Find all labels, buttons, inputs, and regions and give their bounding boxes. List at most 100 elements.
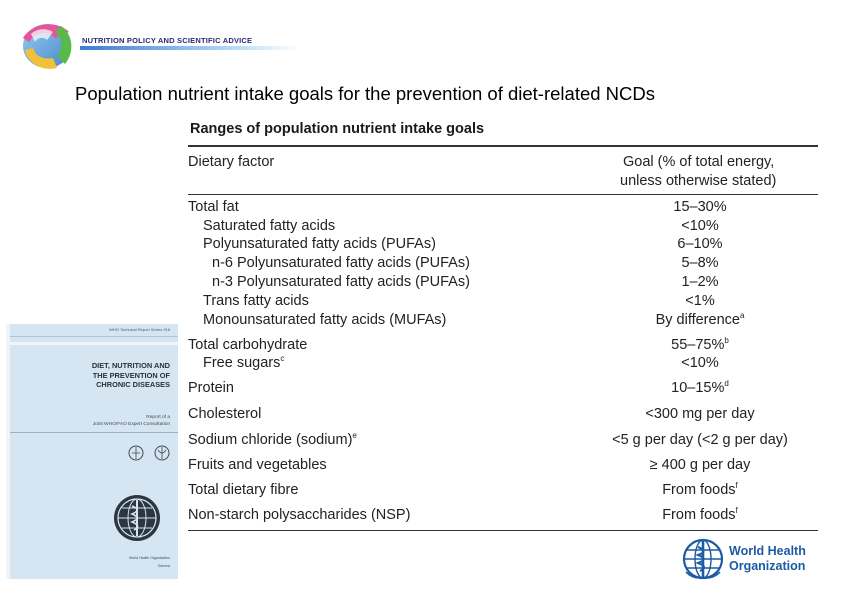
- dietary-factor-cell: n-6 Polyunsaturated fatty acids (PUFAs): [212, 255, 470, 271]
- footnote-marker: e: [352, 431, 357, 441]
- goal-text: <1%: [685, 293, 715, 309]
- table-row: Cholesterol <300 mg per day: [188, 406, 818, 426]
- goal-text: From foods: [662, 482, 736, 498]
- footnote-marker: a: [739, 311, 745, 321]
- dietary-factor-text: Polyunsaturated fatty acids (PUFAs): [203, 236, 436, 252]
- table-top-rule: [188, 145, 818, 147]
- dietary-factor-cell: n-3 Polyunsaturated fatty acids (PUFAs): [212, 274, 470, 290]
- table-row: Saturated fatty acids <10%: [188, 218, 818, 238]
- table-header-rule: [188, 194, 818, 195]
- dietary-factor-cell: Sodium chloride (sodium)e: [188, 432, 357, 448]
- goal-text: <5 g per day (<2 g per day): [612, 432, 788, 448]
- cover-who-emblem: [110, 492, 164, 549]
- table-row: n-6 Polyunsaturated fatty acids (PUFAs) 5…: [188, 255, 818, 275]
- table-row: Protein 10–15%d: [188, 380, 818, 400]
- cover-page-edge: [6, 324, 10, 579]
- dietary-factor-text: Cholesterol: [188, 406, 262, 422]
- table-row: Total fat 15–30%: [188, 199, 818, 219]
- goal-cell: 6–10%: [610, 236, 790, 252]
- goal-cell: <10%: [610, 355, 790, 371]
- cover-divider: [10, 432, 178, 433]
- table-row: Free sugarsc <10%: [188, 355, 818, 375]
- dietary-factor-text: Fruits and vegetables: [188, 457, 327, 473]
- dietary-factor-cell: Trans fatty acids: [203, 293, 309, 309]
- table-row: Total dietary fibre From foodsf: [188, 482, 818, 502]
- footnote-marker: f: [735, 481, 738, 491]
- table-row: n-3 Polyunsaturated fatty acids (PUFAs) 1…: [188, 274, 818, 294]
- table-bottom-rule: [188, 530, 818, 531]
- goal-text: 1–2%: [681, 274, 719, 290]
- table-row: Total carbohydrate 55–75%b: [188, 337, 818, 357]
- goal-cell: 1–2%: [610, 274, 790, 290]
- banner-text: NUTRITION POLICY AND SCIENTIFIC ADVICE: [82, 36, 253, 45]
- dietary-factor-text: Saturated fatty acids: [203, 218, 336, 234]
- cover-subtitle: Report of a Joint WHO/FAO Expert Consult…: [20, 414, 170, 428]
- cover-band: [10, 342, 178, 345]
- goal-cell: <5 g per day (<2 g per day): [610, 432, 790, 448]
- table-row: Polyunsaturated fatty acids (PUFAs) 6–10%: [188, 236, 818, 256]
- goal-text: ≥ 400 g per day: [649, 457, 751, 473]
- column-header-goal-note: unless otherwise stated): [620, 173, 777, 189]
- goal-text: <300 mg per day: [645, 406, 755, 422]
- goal-text: 10–15%: [671, 380, 725, 396]
- dietary-factor-text: Free sugars: [203, 355, 281, 371]
- cover-title: DIET, NUTRITION AND THE PREVENTION OF CH…: [30, 361, 170, 390]
- goal-cell: From foodsf: [610, 482, 790, 498]
- goal-cell: ≥ 400 g per day: [610, 457, 790, 473]
- table-row: Non-starch polysaccharides (NSP) From foo…: [188, 507, 818, 527]
- dietary-factor-text: Total carbohydrate: [188, 337, 308, 353]
- dietary-factor-cell: Free sugarsc: [203, 355, 284, 371]
- dietary-factor-cell: Total carbohydrate: [188, 337, 307, 353]
- footnote-marker: b: [724, 336, 729, 346]
- goal-cell: <1%: [610, 293, 790, 309]
- goal-text: 55–75%: [671, 337, 725, 353]
- dietary-factor-text: Monounsaturated fatty acids (MUFAs): [203, 312, 447, 328]
- nutrition-logo: [17, 16, 77, 74]
- dietary-factor-cell: Fruits and vegetables: [188, 457, 327, 473]
- dietary-factor-text: Sodium chloride (sodium): [188, 432, 353, 448]
- who-name-line1: World Health: [729, 544, 806, 558]
- banner-bar: [80, 46, 300, 50]
- dietary-factor-cell: Total fat: [188, 199, 239, 215]
- dietary-factor-cell: Polyunsaturated fatty acids (PUFAs): [203, 236, 436, 252]
- footnote-marker: d: [724, 379, 729, 389]
- goal-cell: 15–30%: [610, 199, 790, 215]
- dietary-factor-text: Non-starch polysaccharides (NSP): [188, 507, 411, 523]
- goal-cell: From foodsf: [610, 507, 790, 523]
- table-row: Monounsaturated fatty acids (MUFAs) By di…: [188, 312, 818, 332]
- table-row: Fruits and vegetables ≥ 400 g per day: [188, 457, 818, 477]
- goal-cell: <10%: [610, 218, 790, 234]
- who-name-line2: Organization: [729, 559, 806, 573]
- table-row: Sodium chloride (sodium)e <5 g per day (<…: [188, 432, 818, 452]
- dietary-factor-text: Protein: [188, 380, 234, 396]
- who-name: World Health Organization: [729, 544, 806, 574]
- goal-text: By difference: [655, 312, 740, 328]
- cover-subtitle-line: Report of a: [146, 415, 170, 420]
- intake-goals-table: Ranges of population nutrient intake goa…: [188, 0, 818, 596]
- dietary-factor-text: Total dietary fibre: [188, 482, 299, 498]
- dietary-factor-cell: Saturated fatty acids: [203, 218, 335, 234]
- dietary-factor-cell: Cholesterol: [188, 406, 261, 422]
- goal-cell: <300 mg per day: [610, 406, 790, 422]
- cover-emblems: [128, 444, 172, 467]
- goal-cell: 55–75%b: [610, 337, 790, 353]
- goal-cell: 10–15%d: [610, 380, 790, 396]
- table-title: Ranges of population nutrient intake goa…: [190, 121, 485, 137]
- page-title: Population nutrient intake goals for the…: [75, 83, 656, 104]
- dietary-factor-text: n-6 Polyunsaturated fatty acids (PUFAs): [212, 255, 470, 271]
- dietary-factor-cell: Total dietary fibre: [188, 482, 298, 498]
- cover-subtitle-line: Joint WHO/FAO Expert Consultation: [92, 422, 170, 427]
- who-emblem-icon: [682, 538, 724, 585]
- column-header-factor: Dietary factor: [188, 154, 275, 170]
- goal-cell: 5–8%: [610, 255, 790, 271]
- report-cover: WHO Technical Report Series 916 DIET, NU…: [6, 324, 178, 579]
- dietary-factor-cell: Monounsaturated fatty acids (MUFAs): [203, 312, 446, 328]
- cover-org: World Health Organization: [129, 556, 170, 560]
- footnote-marker: c: [280, 354, 285, 364]
- cover-top-strip: [10, 324, 178, 337]
- cover-title-line: DIET, NUTRITION AND: [91, 361, 170, 370]
- goal-text: 15–30%: [673, 199, 727, 215]
- cover-city: Geneva: [157, 564, 170, 568]
- goal-text: 6–10%: [677, 236, 723, 252]
- dietary-factor-cell: Protein: [188, 380, 234, 396]
